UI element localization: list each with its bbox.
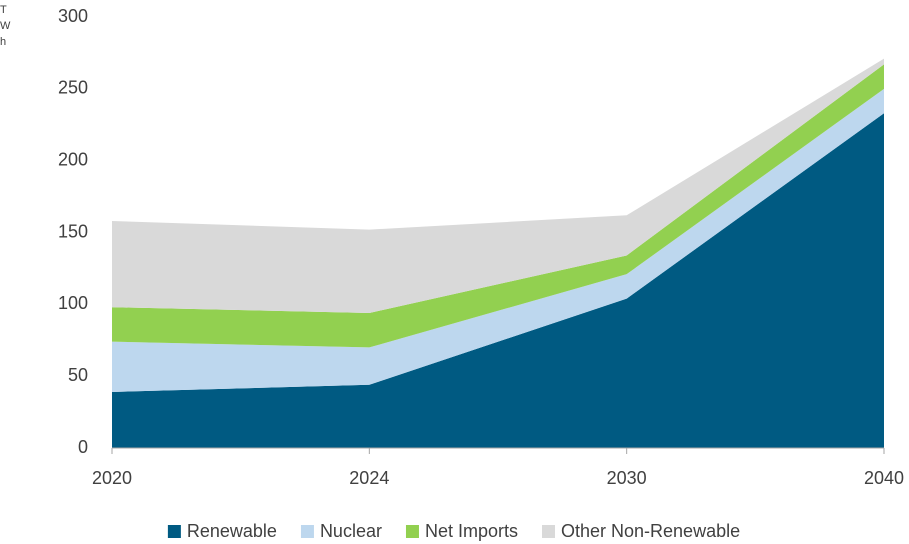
y-tick-label: 100 — [58, 293, 88, 313]
x-tick-label: 2030 — [607, 468, 647, 488]
legend-label: Renewable — [187, 521, 277, 541]
x-tick-label: 2040 — [864, 468, 904, 488]
y-tick-label: 50 — [68, 365, 88, 385]
legend-swatch — [167, 525, 181, 538]
x-tick-label: 2020 — [92, 468, 132, 488]
y-tick-label: 200 — [58, 149, 88, 169]
legend-label: Net Imports — [425, 521, 518, 541]
legend-swatch — [405, 525, 419, 538]
y-tick-label: 0 — [78, 437, 88, 457]
legend-label: Other Non-Renewable — [561, 521, 740, 541]
y-tick-label: 150 — [58, 221, 88, 241]
area — [112, 113, 884, 449]
legend-label: Nuclear — [320, 521, 382, 541]
legend-swatch — [542, 525, 556, 538]
x-tick-label: 2024 — [349, 468, 389, 488]
area — [112, 88, 884, 392]
area — [112, 58, 884, 313]
y-tick-label: 250 — [58, 78, 88, 98]
legend-swatch — [300, 525, 314, 538]
y-axis-label: TWh — [0, 4, 11, 48]
area — [112, 64, 884, 348]
y-tick-label: 300 — [58, 6, 88, 26]
